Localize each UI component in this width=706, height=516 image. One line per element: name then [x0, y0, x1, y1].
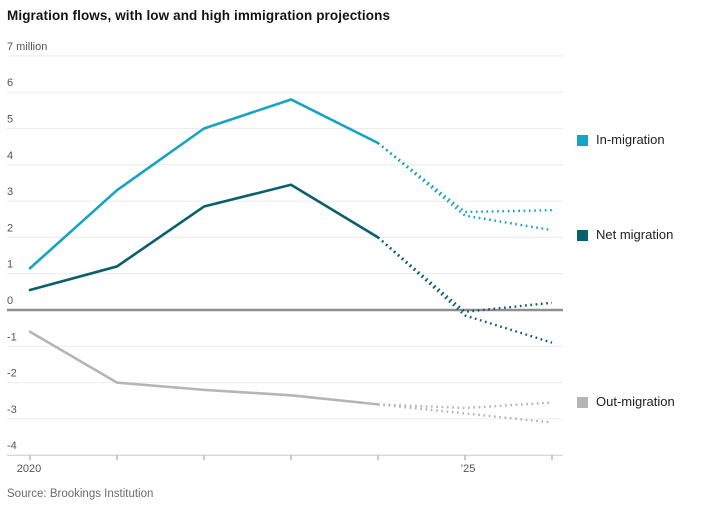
svg-text:1: 1 [7, 259, 13, 271]
svg-text:’25: ’25 [461, 463, 476, 475]
svg-text:2020: 2020 [17, 463, 41, 475]
svg-text:3: 3 [7, 186, 13, 198]
svg-text:4: 4 [7, 150, 13, 162]
in-migration-swatch [577, 134, 588, 146]
legend-label-out-migration: Out-migration [596, 394, 675, 409]
svg-text:2: 2 [7, 222, 13, 234]
source-note: Source: Brookings Institution [7, 488, 154, 500]
net-migration-swatch [577, 229, 588, 241]
legend-label-net-migration: Net migration [596, 227, 674, 242]
legend-label-in-migration: In-migration [596, 132, 665, 147]
svg-text:-3: -3 [7, 404, 17, 416]
svg-text:-2: -2 [7, 368, 17, 380]
svg-text:6: 6 [7, 77, 13, 89]
legend-item-in-migration: In-migration [577, 132, 665, 148]
svg-text:-4: -4 [7, 440, 17, 452]
svg-text:5: 5 [7, 114, 13, 126]
legend-item-out-migration: Out-migration [577, 394, 675, 410]
out-migration-swatch [577, 396, 588, 408]
svg-text:-1: -1 [7, 331, 17, 343]
chart-title: Migration flows, with low and high immig… [7, 8, 391, 23]
legend-item-net-migration: Net migration [577, 227, 673, 243]
svg-text:7 million: 7 million [7, 41, 47, 53]
svg-text:0: 0 [7, 295, 13, 307]
